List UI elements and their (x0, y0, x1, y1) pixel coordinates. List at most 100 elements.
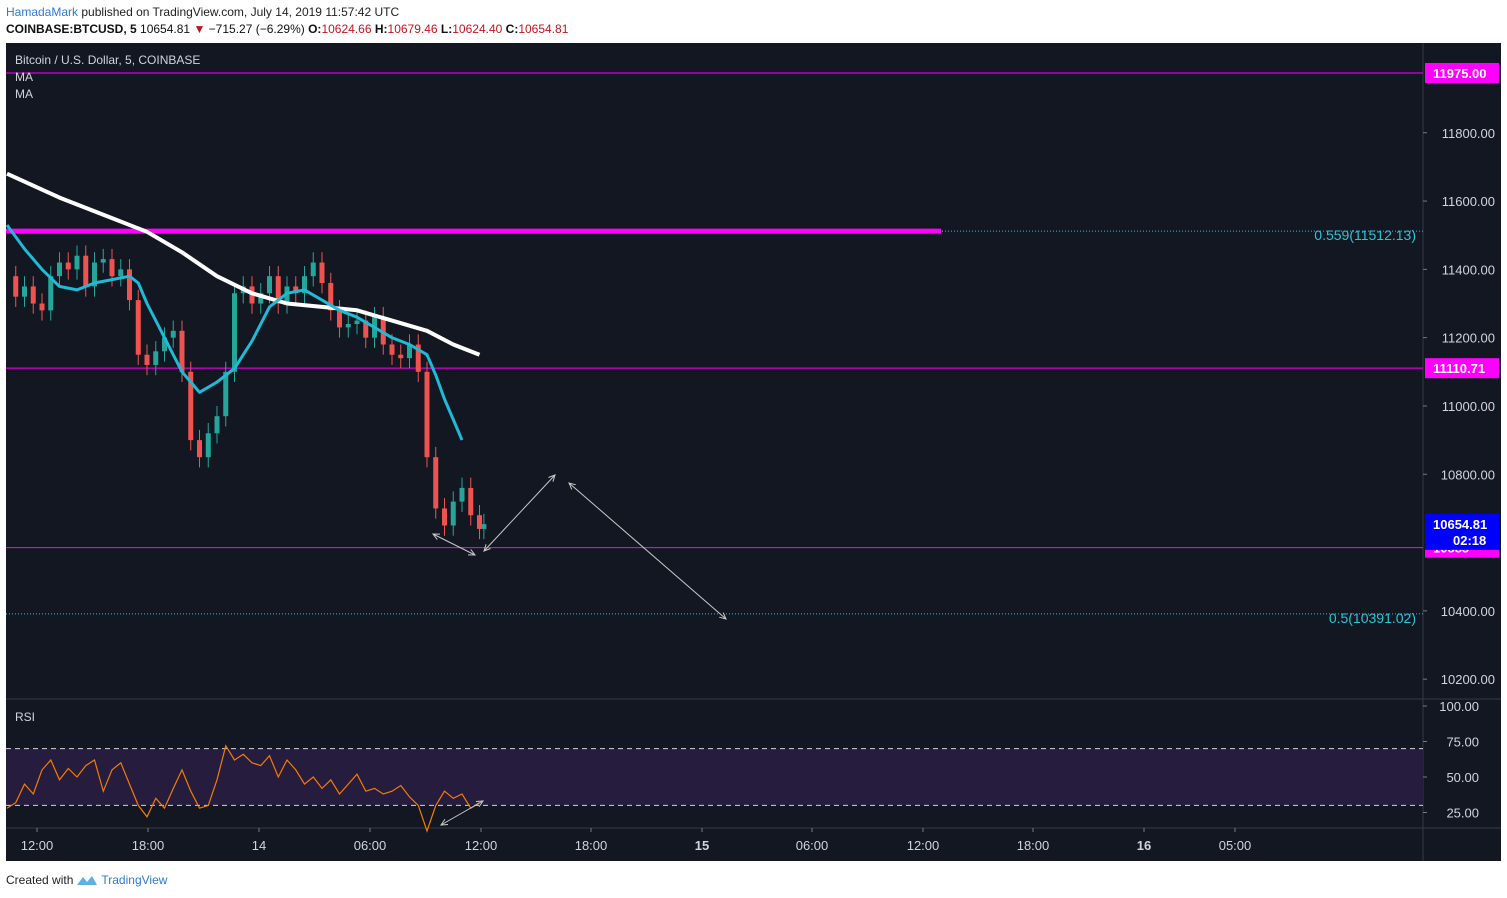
drawn-arrow-head (483, 544, 491, 552)
price-candle (162, 337, 167, 352)
rsi-band (6, 748, 1423, 806)
current-price-label: 10654.81 (1433, 517, 1487, 532)
bar-countdown-label: 02:18 (1453, 533, 1486, 548)
price-candle (450, 501, 456, 526)
price-candle (424, 371, 430, 458)
price-candle (293, 286, 299, 294)
author-link[interactable]: HamadaMark (6, 5, 79, 19)
price-candle (328, 283, 334, 311)
rsi-tick-label: 100.00 (1439, 699, 1479, 714)
price-candle (179, 330, 185, 372)
time-tick-label: 15 (695, 838, 709, 853)
drawn-arrow-head (548, 474, 556, 482)
close-value: 10654.81 (518, 22, 569, 36)
rsi-tick-label: 75.00 (1446, 735, 1479, 750)
price-candle (267, 276, 272, 294)
rsi-divergence-arrow-head (475, 800, 484, 808)
drawn-arrow-head (719, 612, 727, 620)
price-candle (205, 433, 211, 458)
price-candle (442, 508, 447, 526)
last-price: 10654.81 (140, 22, 191, 36)
time-tick-label: 16 (1137, 838, 1151, 853)
price-candle (65, 262, 71, 270)
price-candle (310, 262, 316, 277)
price-candle (214, 416, 220, 434)
chart-canvas[interactable]: 11800.00 11600.00 11400.00 11200.00 11000.00… (6, 43, 1501, 861)
price-candle (109, 259, 115, 277)
drawn-arrow-head (431, 533, 441, 540)
price-candle (223, 371, 229, 417)
published-text: published on TradingView.com, July 14, 2… (81, 5, 400, 19)
tradingview-link[interactable]: TradingView (101, 873, 168, 887)
current-price-tag (1425, 513, 1499, 550)
price-tick-label: 11800.00 (1442, 126, 1495, 141)
price-candle (144, 354, 150, 365)
price-tick-label: 10200.00 (1441, 672, 1495, 687)
ma-slow-line (6, 171, 481, 357)
time-tick-label: 18:00 (575, 838, 608, 853)
time-tick-label: 12:00 (465, 838, 498, 853)
price-tick-label: 10400.00 (1441, 604, 1495, 619)
price-candle (415, 344, 421, 372)
low-label: L: (440, 22, 453, 36)
price-candle (433, 457, 439, 509)
time-tick-label: 12:00 (907, 838, 940, 853)
price-candle (302, 276, 307, 294)
symbol-label: COINBASE:BTCUSD, 5 (6, 22, 137, 36)
price-tick-label: 10800.00 (1441, 467, 1495, 482)
publish-info: HamadaMark published on TradingView.com,… (6, 5, 399, 19)
time-tick-label: 06:00 (796, 838, 829, 853)
price-candle (481, 524, 487, 529)
fib-level-label: 0.559(11512.13) (1314, 227, 1416, 243)
price-candle (127, 269, 132, 301)
chart-panel[interactable]: 11800.00 11600.00 11400.00 11200.00 11000.00… (6, 43, 1501, 861)
drawn-arrow-head (467, 549, 477, 556)
drawn-arrow (432, 533, 476, 556)
price-candle (188, 371, 194, 441)
rsi-tick-label: 25.00 (1446, 806, 1479, 821)
chart-title: Bitcoin / U.S. Dollar, 5, COINBASE (15, 53, 201, 67)
price-candle (83, 255, 89, 287)
time-tick-label: 06:00 (354, 838, 387, 853)
low-value: 10624.40 (452, 22, 503, 36)
legend-ma-fast: MA (15, 87, 33, 101)
fib-level-label: 0.5(10391.02) (1329, 610, 1416, 626)
down-arrow-icon: ▼ (193, 22, 206, 36)
price-candle (153, 351, 159, 365)
rsi-divergence-arrow (440, 800, 484, 826)
price-candle (48, 276, 54, 311)
price-candle (345, 324, 351, 328)
level-price-tag-label: 11975.00 (1433, 66, 1487, 81)
time-tick-label: 14 (252, 838, 266, 853)
time-tick-label: 18:00 (132, 838, 165, 853)
price-candle (30, 286, 36, 304)
price-candle (407, 344, 412, 359)
price-candle (170, 330, 176, 338)
price-candle (275, 276, 281, 304)
ohlc-bar: COINBASE:BTCUSD, 5 10654.81 ▼ −715.27 (−… (6, 22, 568, 36)
time-tick-label: 18:00 (1017, 838, 1050, 853)
price-candle (74, 255, 80, 270)
rsi-line (6, 744, 480, 833)
close-label: C: (505, 22, 519, 36)
time-tick-label: 05:00 (1219, 838, 1252, 853)
rsi-divergence-arrow-head (440, 818, 449, 826)
high-value: 10679.46 (387, 22, 438, 36)
price-candle (389, 344, 395, 355)
price-candle (197, 440, 202, 458)
price-candle (57, 262, 62, 277)
created-with-text: Created with (6, 873, 74, 887)
drawn-arrow (483, 474, 556, 552)
legend-rsi: RSI (15, 710, 36, 724)
footer: Created with TradingView (6, 873, 167, 887)
price-tick-label: 11200.00 (1442, 331, 1495, 346)
level-price-tag-label: 11110.71 (1433, 361, 1485, 376)
price-tick-label: 11600.00 (1442, 194, 1495, 209)
level-price-tag (1425, 63, 1499, 83)
open-value: 10624.66 (321, 22, 372, 36)
price-tick-label: 11400.00 (1442, 262, 1495, 277)
price-candle (354, 320, 360, 325)
price-candle (363, 320, 369, 338)
price-candle (319, 262, 325, 284)
price-candle (459, 487, 465, 502)
